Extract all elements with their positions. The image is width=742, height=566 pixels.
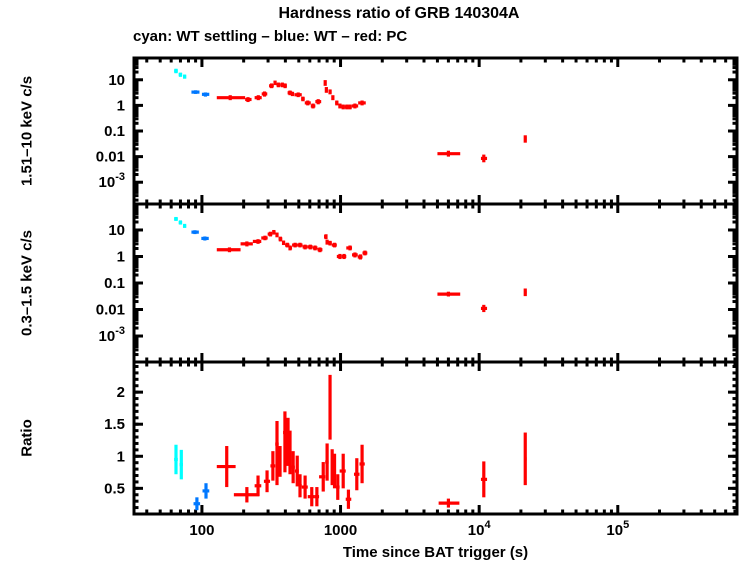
x-axis-label: Time since BAT trigger (s) <box>342 544 529 561</box>
svg-text:1: 1 <box>117 97 125 114</box>
svg-text:2: 2 <box>117 384 125 401</box>
chart-title: Hardness ratio of GRB 140304A <box>278 5 520 22</box>
svg-text:0.5: 0.5 <box>104 480 125 497</box>
svg-text:1.5: 1.5 <box>104 416 125 433</box>
svg-text:104: 104 <box>468 519 492 539</box>
svg-text:1: 1 <box>117 448 125 465</box>
chart-legend-line: cyan: WT settling – blue: WT – red: PC <box>133 28 408 45</box>
svg-text:100: 100 <box>189 522 214 539</box>
svg-text:10-3: 10-3 <box>99 171 125 191</box>
svg-text:10: 10 <box>108 222 125 239</box>
svg-text:0.1: 0.1 <box>104 123 125 140</box>
svg-text:10-3: 10-3 <box>99 325 125 345</box>
svg-text:0.01: 0.01 <box>96 149 125 166</box>
svg-text:105: 105 <box>606 519 629 539</box>
svg-text:10: 10 <box>108 72 125 89</box>
svg-text:1000: 1000 <box>324 522 357 539</box>
svg-text:0.1: 0.1 <box>104 275 125 292</box>
svg-text:1: 1 <box>117 248 125 265</box>
svg-text:0.01: 0.01 <box>96 302 125 319</box>
